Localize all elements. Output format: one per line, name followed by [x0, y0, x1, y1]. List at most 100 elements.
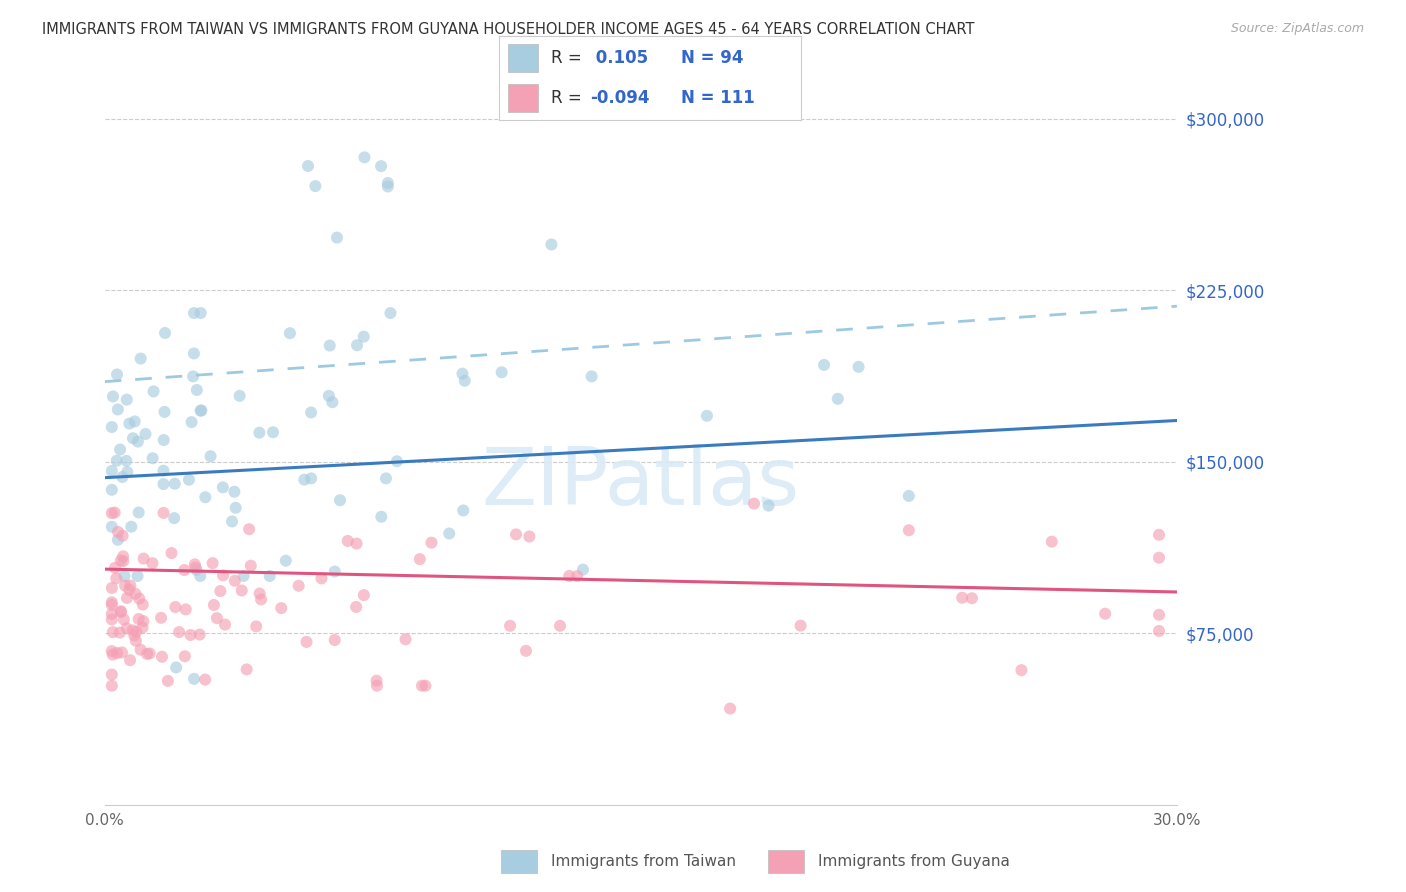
Point — [209, 584, 232, 599]
Bar — [501, 850, 537, 873]
Point — [177, 473, 200, 487]
Point — [323, 633, 346, 648]
Point — [581, 369, 603, 384]
Point — [245, 619, 267, 633]
Point — [270, 601, 292, 615]
Point — [247, 425, 270, 440]
Point — [1040, 534, 1063, 549]
Point — [183, 672, 205, 686]
Point — [813, 358, 835, 372]
Point — [184, 560, 207, 574]
Point — [318, 389, 340, 403]
Point — [167, 625, 190, 640]
Point — [118, 417, 141, 431]
Point — [153, 405, 176, 419]
Bar — [508, 84, 538, 112]
Point — [287, 579, 309, 593]
Point — [375, 471, 398, 485]
Point — [221, 515, 243, 529]
Point — [323, 565, 346, 579]
Point — [104, 506, 127, 520]
Point — [138, 647, 160, 661]
Point — [128, 591, 150, 606]
Point — [897, 489, 920, 503]
Point — [232, 569, 254, 583]
Bar — [768, 850, 804, 873]
Point — [540, 237, 562, 252]
Point — [108, 625, 131, 640]
Point — [136, 647, 159, 661]
Point — [789, 618, 811, 632]
Point — [156, 673, 179, 688]
Point — [201, 556, 224, 570]
Point — [115, 591, 138, 605]
Point — [183, 306, 205, 320]
Text: R =: R = — [551, 88, 586, 106]
Point — [190, 306, 212, 320]
Point — [259, 569, 281, 583]
Point — [370, 509, 392, 524]
Point — [129, 351, 152, 366]
Point — [696, 409, 718, 423]
Point — [152, 506, 174, 520]
Point — [194, 673, 217, 687]
Point — [1147, 607, 1170, 622]
Point — [115, 392, 138, 407]
Point — [370, 159, 392, 173]
Point — [224, 484, 246, 499]
Point — [142, 451, 165, 466]
Point — [292, 473, 315, 487]
Point — [548, 619, 571, 633]
Point — [224, 574, 246, 588]
Point — [110, 604, 132, 618]
Point — [190, 403, 212, 417]
Point — [173, 563, 195, 577]
Point — [117, 465, 139, 479]
Point — [115, 454, 138, 468]
Point — [212, 568, 235, 582]
Point — [101, 595, 124, 609]
Point — [336, 533, 359, 548]
Point — [174, 602, 197, 616]
Point — [377, 179, 399, 194]
Point — [122, 431, 145, 445]
Point — [120, 519, 142, 533]
Point — [319, 338, 342, 352]
Point — [152, 477, 174, 491]
Point — [321, 395, 343, 409]
Point — [451, 503, 474, 517]
Point — [250, 592, 273, 607]
Point — [152, 464, 174, 478]
Point — [108, 442, 131, 457]
Text: IMMIGRANTS FROM TAIWAN VS IMMIGRANTS FROM GUYANA HOUSEHOLDER INCOME AGES 45 - 64: IMMIGRANTS FROM TAIWAN VS IMMIGRANTS FRO… — [42, 22, 974, 37]
Point — [742, 497, 765, 511]
Point — [101, 648, 124, 662]
Text: ZIPatlas: ZIPatlas — [482, 443, 800, 522]
Point — [101, 420, 124, 434]
Point — [150, 649, 173, 664]
Point — [101, 598, 124, 612]
Point — [111, 470, 134, 484]
Point — [202, 598, 225, 612]
Text: -0.094: -0.094 — [591, 88, 650, 106]
Point — [110, 553, 132, 567]
Point — [101, 667, 124, 681]
Point — [184, 558, 207, 572]
Point — [515, 644, 537, 658]
Point — [114, 579, 136, 593]
Point — [274, 554, 297, 568]
Point — [101, 506, 124, 520]
Point — [718, 701, 741, 715]
Point — [107, 533, 129, 547]
Point — [366, 673, 388, 688]
Point — [124, 414, 146, 428]
Point — [105, 646, 128, 660]
Point — [101, 625, 124, 640]
Point — [134, 427, 156, 442]
Point — [107, 524, 129, 539]
Point — [385, 454, 408, 468]
Point — [415, 679, 437, 693]
Point — [211, 480, 233, 494]
Point — [115, 622, 138, 636]
Text: Immigrants from Guyana: Immigrants from Guyana — [818, 855, 1010, 869]
